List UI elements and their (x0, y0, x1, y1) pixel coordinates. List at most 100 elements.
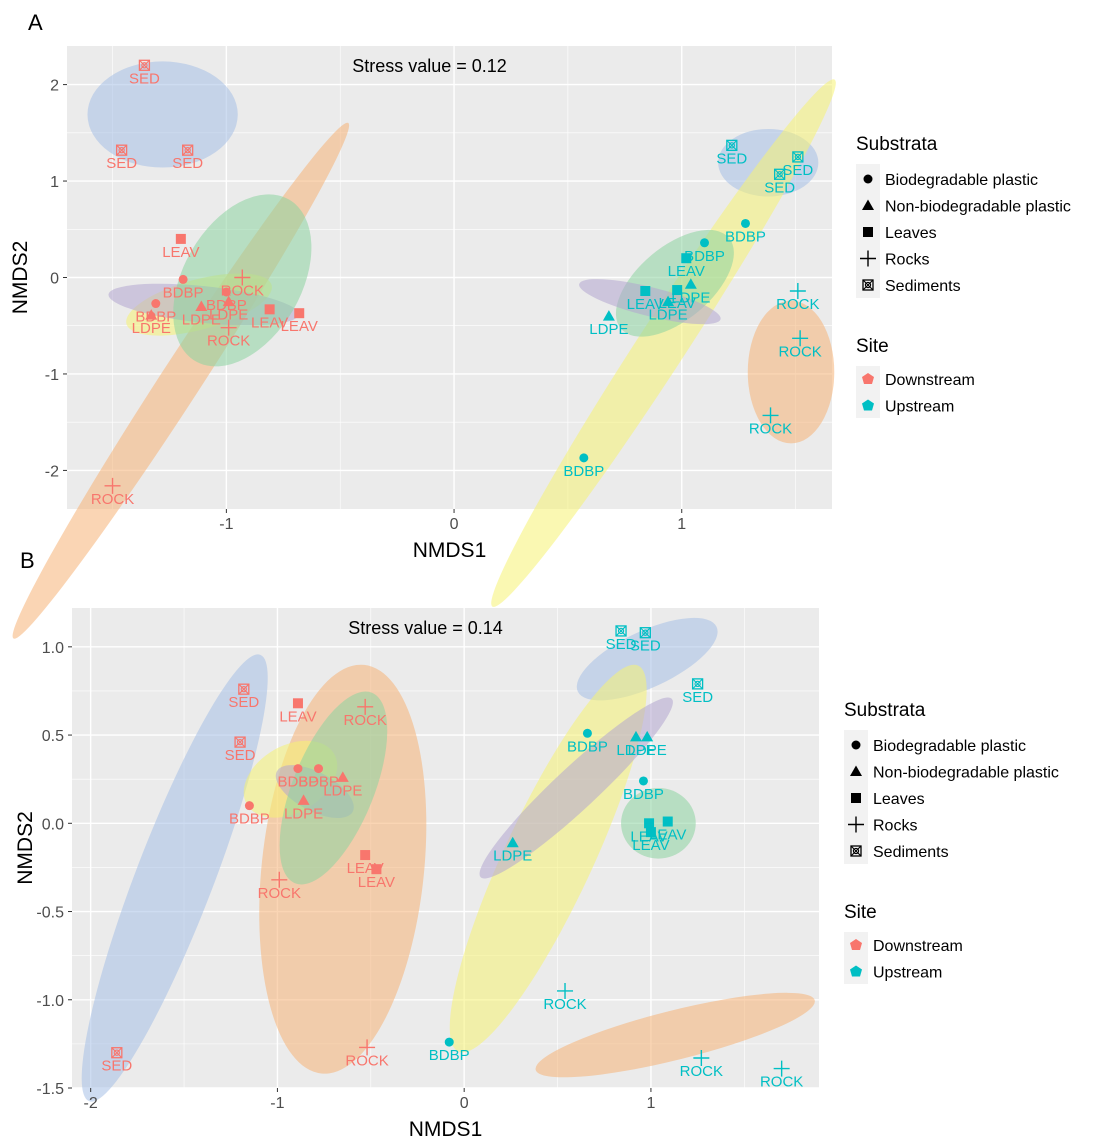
point-marker (602, 310, 615, 321)
point-marker (615, 625, 627, 637)
point-label: SED (129, 70, 160, 87)
point-marker (579, 453, 589, 463)
point-label: ROCK (258, 885, 301, 902)
legend-label: Downstream (873, 938, 963, 955)
legend-key-sediments-ring (864, 281, 872, 289)
point-marker-frame (111, 1047, 123, 1059)
legend: Substrata Biodegradable plastic Non-biodeg… (844, 700, 1059, 984)
point-label: SED (782, 162, 813, 179)
point-marker (641, 730, 654, 742)
point-marker (294, 308, 305, 319)
x-tick-label: -1 (219, 516, 233, 533)
point-marker-frame (238, 683, 250, 695)
panel-letter: A (28, 10, 43, 35)
stress-annotation: Stress value = 0.12 (352, 56, 507, 76)
point-marker (360, 850, 371, 861)
point-marker (293, 764, 303, 774)
y-tick-label: -1 (45, 367, 59, 384)
legend-key-leaves (863, 227, 873, 237)
point-marker-frame (138, 59, 151, 71)
point-label: ROCK (207, 333, 250, 350)
ellipse-sediments-downstream (87, 61, 238, 168)
point-marker-ring (141, 62, 148, 69)
point-label: SED (228, 694, 259, 711)
point-label: BDBP (229, 811, 270, 828)
point-marker (640, 286, 651, 297)
point-label: LEAV (627, 296, 664, 313)
point-marker-ring (118, 147, 125, 154)
point-label: LEAV (668, 263, 705, 280)
point-marker (792, 151, 804, 163)
point-label: LDPE (182, 311, 221, 328)
point-marker (145, 309, 158, 320)
point-marker-frame (792, 151, 804, 163)
legend-key-leaves (851, 793, 861, 803)
point-marker (244, 801, 254, 811)
point-label: SED (606, 636, 637, 653)
y-tick-label: 0.0 (42, 816, 64, 833)
legend-label: Downstream (885, 372, 975, 389)
point-label: BDBP (163, 284, 204, 301)
point-marker (773, 1060, 790, 1077)
legend-site-key-upstream (862, 399, 874, 411)
point-label: LDPE (616, 742, 655, 759)
legend-label: Leaves (885, 225, 937, 242)
point-marker-cross (639, 627, 651, 639)
point-marker (234, 269, 251, 286)
legend-key-sediments (862, 279, 874, 291)
legend-label: Sediments (873, 844, 949, 861)
point-label: LEAV (251, 314, 288, 331)
legend-title-substrata: Substrata (856, 134, 938, 155)
point-marker (700, 238, 709, 248)
point-label: BDBP (623, 786, 664, 803)
stress-annotation: Stress value = 0.14 (348, 618, 503, 638)
point-label: LDPE (648, 307, 687, 324)
point-marker (297, 794, 310, 805)
point-marker-ring (184, 147, 191, 154)
point-label: LDPE (323, 782, 362, 799)
point-marker-cross (116, 144, 128, 156)
point-marker (221, 287, 231, 297)
point-label: BDBP (298, 774, 339, 791)
point-marker (773, 168, 786, 180)
point-marker (238, 683, 250, 695)
point-marker (444, 1037, 454, 1047)
point-marker (220, 319, 237, 336)
x-tick-label: 0 (450, 516, 459, 533)
point-label: SED (225, 747, 256, 764)
point-marker (681, 253, 692, 264)
y-tick-label: 1 (50, 174, 59, 191)
point-label: ROCK (543, 996, 586, 1013)
panel-A: ASEDSEDSEDLEAVBDBPBDBPBDBPLDPELDPELDPERO… (9, 10, 1071, 639)
point-marker (740, 218, 750, 228)
point-marker (314, 764, 324, 774)
point-marker (693, 1050, 710, 1066)
point-marker (638, 776, 648, 786)
ellipse-biodegradable-plastic-upstream (491, 79, 836, 607)
point-marker-frame (639, 627, 651, 639)
point-label: ROCK (91, 491, 134, 508)
point-label: LEAV (358, 874, 395, 891)
panel-letter: B (20, 548, 35, 573)
legend-site-key-upstream (850, 965, 862, 977)
legend-label: Biodegradable plastic (885, 172, 1038, 189)
point-marker (357, 698, 374, 715)
legend-title-site: Site (856, 336, 889, 357)
point-marker (639, 627, 651, 639)
legend-key-non-biodegradable-plastic (862, 199, 874, 210)
x-tick-label: 0 (460, 1095, 469, 1112)
point-marker (222, 295, 235, 307)
point-marker-cross (615, 625, 627, 637)
point-marker-cross (139, 59, 150, 71)
point-marker (789, 283, 806, 300)
point-marker (629, 730, 642, 742)
point-marker-ring (694, 680, 701, 688)
point-label: LDPE (132, 320, 171, 337)
point-marker (195, 300, 208, 311)
point-marker-frame (773, 168, 786, 180)
point-marker (691, 678, 704, 690)
y-axis-title: NMDS2 (14, 811, 37, 885)
point-label: LDPE (493, 848, 532, 865)
legend-key-rocks (860, 250, 876, 267)
